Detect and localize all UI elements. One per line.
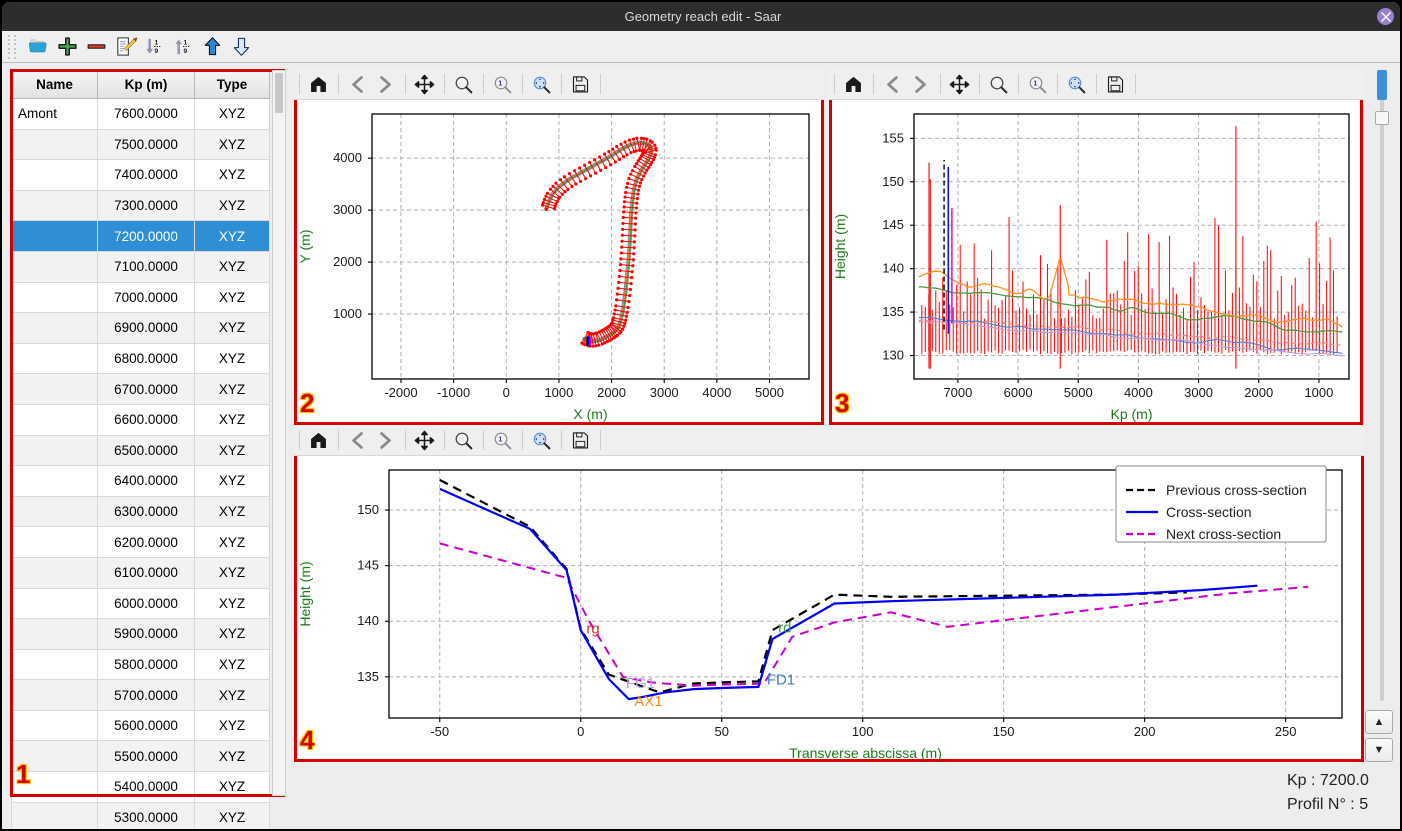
svg-text:FD1: FD1 bbox=[767, 672, 795, 689]
svg-text:Height (m): Height (m) bbox=[832, 214, 848, 279]
svg-text:0: 0 bbox=[577, 724, 584, 739]
svg-text:145: 145 bbox=[882, 217, 904, 232]
svg-text:1: 1 bbox=[498, 435, 502, 443]
svg-text:1: 1 bbox=[155, 40, 159, 47]
svg-text:6000: 6000 bbox=[1004, 385, 1033, 400]
svg-text:155: 155 bbox=[882, 130, 904, 145]
svg-text:135: 135 bbox=[357, 669, 379, 684]
svg-text:0: 0 bbox=[503, 385, 510, 400]
svg-text:50: 50 bbox=[714, 724, 728, 739]
svg-text:2000: 2000 bbox=[1244, 385, 1273, 400]
svg-text:9: 9 bbox=[155, 48, 159, 55]
svg-text:1000: 1000 bbox=[544, 385, 573, 400]
svg-text:AX1: AX1 bbox=[634, 693, 662, 710]
svg-text:130: 130 bbox=[882, 348, 904, 363]
svg-text:1000: 1000 bbox=[333, 306, 362, 321]
svg-text:Kp (m): Kp (m) bbox=[1111, 406, 1153, 422]
svg-text:7000: 7000 bbox=[943, 385, 972, 400]
svg-text:3000: 3000 bbox=[333, 202, 362, 217]
svg-text:5000: 5000 bbox=[1064, 385, 1093, 400]
svg-text:250: 250 bbox=[1275, 724, 1297, 739]
svg-text:150: 150 bbox=[993, 724, 1015, 739]
svg-text:150: 150 bbox=[882, 174, 904, 189]
svg-text:-50: -50 bbox=[430, 724, 449, 739]
svg-text:140: 140 bbox=[882, 261, 904, 276]
svg-text:2000: 2000 bbox=[597, 385, 626, 400]
svg-text:1: 1 bbox=[1033, 79, 1037, 87]
svg-text:4000: 4000 bbox=[702, 385, 731, 400]
svg-text:1: 1 bbox=[498, 79, 502, 87]
svg-text:140: 140 bbox=[357, 613, 379, 628]
svg-text:-2000: -2000 bbox=[384, 385, 417, 400]
svg-text:135: 135 bbox=[882, 304, 904, 319]
svg-text:145: 145 bbox=[357, 558, 379, 573]
svg-text:100: 100 bbox=[852, 724, 874, 739]
svg-text:4000: 4000 bbox=[1124, 385, 1153, 400]
svg-text:Previous cross-section: Previous cross-section bbox=[1166, 482, 1307, 498]
svg-text:5000: 5000 bbox=[755, 385, 784, 400]
svg-text:1000: 1000 bbox=[1304, 385, 1333, 400]
svg-text:rg: rg bbox=[586, 620, 599, 637]
svg-text:1: 1 bbox=[184, 40, 188, 47]
svg-text:200: 200 bbox=[1134, 724, 1156, 739]
svg-text:rd: rd bbox=[778, 619, 791, 636]
svg-text:Transverse abscissa (m): Transverse abscissa (m) bbox=[789, 745, 942, 761]
svg-text:-1000: -1000 bbox=[437, 385, 470, 400]
svg-text:9: 9 bbox=[184, 48, 188, 55]
svg-text:Next cross-section: Next cross-section bbox=[1166, 526, 1281, 542]
svg-text:Y (m): Y (m) bbox=[297, 230, 313, 264]
svg-text:2000: 2000 bbox=[333, 254, 362, 269]
svg-text:FG1: FG1 bbox=[626, 675, 655, 692]
svg-text:X (m): X (m) bbox=[573, 406, 607, 422]
svg-text:150: 150 bbox=[357, 502, 379, 517]
svg-text:Cross-section: Cross-section bbox=[1166, 504, 1252, 520]
svg-text:Height (m): Height (m) bbox=[297, 561, 313, 626]
svg-text:3000: 3000 bbox=[1184, 385, 1213, 400]
svg-text:4000: 4000 bbox=[333, 150, 362, 165]
svg-text:3000: 3000 bbox=[650, 385, 679, 400]
